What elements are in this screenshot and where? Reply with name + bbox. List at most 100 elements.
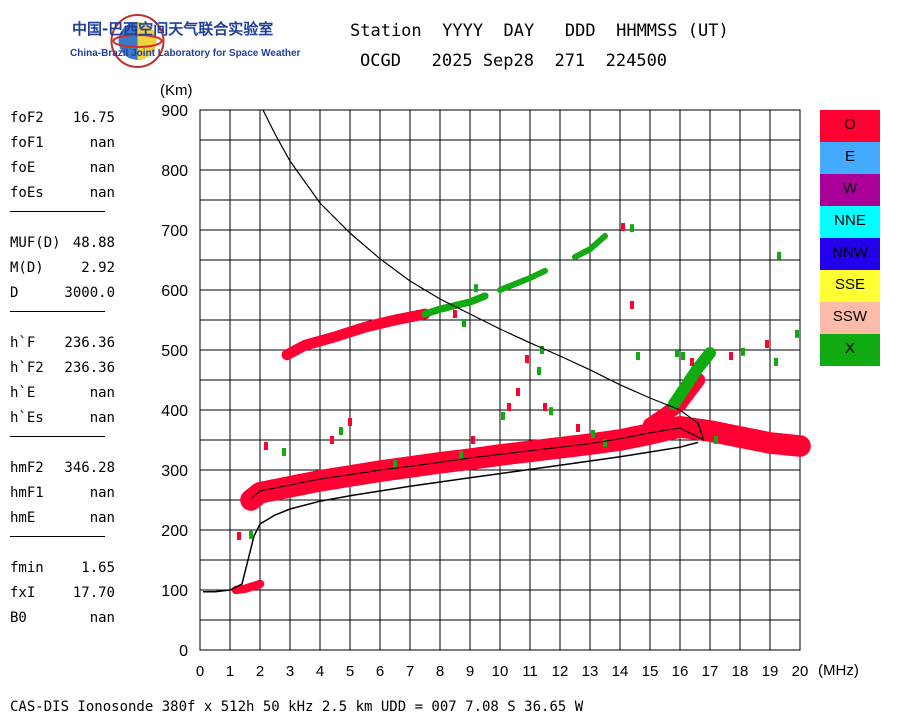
y-axis-unit: (Km) — [160, 82, 193, 99]
echo-point — [630, 301, 634, 309]
echo-point — [462, 319, 466, 327]
echo-point — [543, 403, 547, 411]
param-value: 17.70 — [72, 585, 115, 601]
legend-item-nnw: NNW — [820, 238, 880, 270]
y-tick-label: 100 — [161, 583, 188, 600]
y-tick-label: 0 — [179, 643, 188, 660]
x-tick-label: 11 — [522, 663, 538, 680]
legend-item-w: W — [820, 174, 880, 206]
param-label: MUF(D) — [10, 235, 61, 251]
autoscaled-trace-line — [250, 427, 705, 500]
echo-point — [264, 442, 268, 450]
echo-point — [741, 347, 745, 356]
legend-item-e: E — [820, 142, 880, 174]
legend-item-nne: NNE — [820, 206, 880, 238]
echo-point — [603, 439, 607, 447]
lab-logo-icon — [110, 14, 165, 68]
echo-point — [237, 532, 241, 540]
param-label: hmE — [10, 510, 36, 526]
y-tick-label: 800 — [161, 163, 188, 180]
x-tick-label: 19 — [762, 663, 779, 680]
x-tick-label: 1 — [226, 663, 234, 680]
param-label: M(D) — [10, 260, 44, 276]
echo-trace-o — [240, 416, 811, 511]
echo-point — [681, 352, 685, 360]
param-label: foF1 — [10, 135, 44, 151]
echo-point — [501, 412, 505, 420]
x-tick-label: 13 — [582, 663, 599, 680]
legend-item-o: O — [820, 110, 880, 142]
echo-trace-x — [668, 347, 716, 410]
y-tick-label: 900 — [161, 103, 188, 120]
param-separator — [10, 311, 105, 312]
param-value: nan — [89, 160, 115, 176]
y-tick-label: 200 — [161, 523, 188, 540]
x-tick-label: 7 — [406, 663, 414, 680]
x-tick-label: 14 — [612, 663, 629, 680]
x-tick-label: 15 — [642, 663, 659, 680]
param-label: foEs — [10, 185, 44, 201]
echo-trace-o — [281, 308, 431, 361]
echo-point — [630, 224, 634, 233]
param-label: fmin — [10, 560, 44, 576]
echo-point — [339, 427, 343, 435]
param-value: nan — [89, 410, 115, 426]
param-label: D — [10, 285, 19, 301]
param-value: 3000.0 — [64, 285, 115, 301]
lab-name-en: China-Brazil Joint Laboratory for Space … — [70, 48, 301, 59]
lab-name-cn: 中国-巴西空间天气联合实验室 — [72, 20, 274, 38]
instrument-footer: CAS-DIS Ionosonde 380f x 512h 50 kHz 2.5… — [10, 699, 584, 715]
param-value: nan — [89, 135, 115, 151]
y-tick-label: 600 — [161, 283, 188, 300]
param-value: 1.65 — [81, 560, 115, 576]
param-value: 236.36 — [64, 335, 115, 351]
param-value: 346.28 — [64, 460, 115, 476]
echo-point — [453, 310, 457, 318]
header-columns: Station YYYY DAY DDD HHMMSS (UT) — [350, 21, 729, 41]
param-label: foF2 — [10, 110, 44, 126]
param-separator — [10, 211, 105, 212]
param-label: h`F2 — [10, 360, 44, 376]
param-label: fxI — [10, 585, 36, 601]
param-value: 236.36 — [64, 360, 115, 376]
echo-point — [249, 530, 253, 539]
echo-point — [777, 251, 781, 260]
echo-point — [540, 346, 544, 354]
x-tick-label: 3 — [286, 663, 294, 680]
x-tick-label: 18 — [732, 663, 749, 680]
echo-point — [537, 367, 541, 375]
echo-trace-x — [421, 292, 489, 318]
param-value: nan — [89, 510, 115, 526]
echo-point — [714, 436, 718, 444]
x-axis-unit: (MHz) — [818, 662, 859, 679]
echo-point — [774, 358, 778, 366]
x-tick-label: 10 — [492, 663, 509, 680]
param-separator — [10, 436, 105, 437]
param-label: hmF1 — [10, 485, 44, 501]
x-tick-label: 6 — [376, 663, 384, 680]
param-value: 2.92 — [81, 260, 115, 276]
y-tick-label: 700 — [161, 223, 188, 240]
echo-point — [591, 430, 595, 438]
param-value: nan — [89, 485, 115, 501]
echo-point — [507, 403, 511, 411]
x-tick-label: 8 — [436, 663, 444, 680]
x-tick-label: 9 — [466, 663, 474, 680]
echo-point — [675, 349, 679, 357]
legend-item-x: X — [820, 334, 880, 366]
y-tick-label: 500 — [161, 343, 188, 360]
echo-point — [516, 388, 520, 396]
echo-point — [549, 407, 553, 416]
header-values: OCGD 2025 Sep28 271 224500 — [360, 51, 668, 71]
x-tick-label: 5 — [346, 663, 354, 680]
y-tick-label: 400 — [161, 403, 188, 420]
secondary-curve — [262, 109, 705, 442]
echo-point — [765, 340, 769, 348]
echo-point — [729, 352, 733, 360]
echo-point — [636, 352, 640, 360]
x-tick-label: 4 — [316, 663, 324, 680]
x-tick-label: 2 — [256, 663, 264, 680]
param-value: nan — [89, 185, 115, 201]
echo-point — [525, 355, 529, 363]
